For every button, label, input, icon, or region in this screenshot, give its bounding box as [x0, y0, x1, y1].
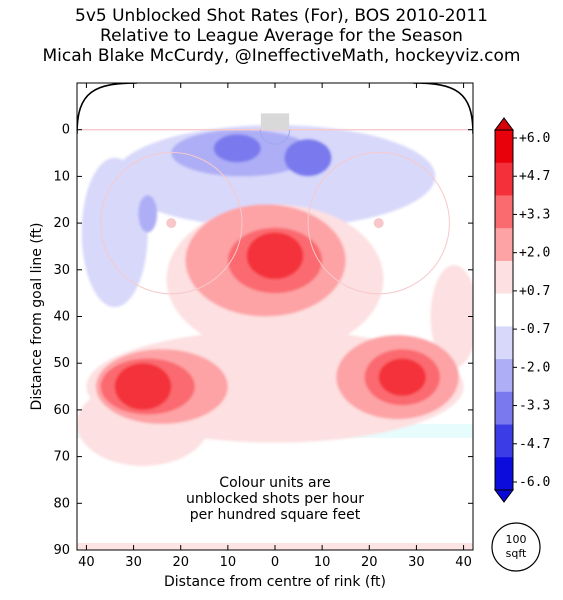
x-tick-label-2: 20	[172, 555, 189, 570]
y-tick-label-9: 90	[53, 543, 70, 558]
colorbar-tick-label-7: -3.3	[519, 399, 550, 414]
density-region-17	[114, 363, 172, 410]
y-tick-label-4: 40	[53, 310, 70, 325]
faceoff-circle-right	[307, 151, 450, 295]
colorbar-tick-label-1: +4.7	[519, 169, 550, 184]
x-axis-label: Distance from centre of rink (ft)	[164, 574, 386, 590]
boards-corner-right	[412, 83, 473, 134]
y-axis-label: Distance from goal line (ft)	[29, 223, 45, 411]
density-region-12	[284, 139, 332, 177]
y-tick-label-5: 50	[53, 356, 70, 371]
y-tick-label-1: 10	[53, 169, 70, 184]
y-tick-label-0: 0	[62, 123, 70, 138]
colorbar-band-5	[495, 293, 513, 327]
x-tick-label-5: 10	[314, 555, 331, 570]
chart-credit: Micah Blake McCurdy, @IneffectiveMath, h…	[42, 46, 521, 66]
plot-area	[77, 83, 473, 550]
x-tick-label-6: 20	[361, 555, 378, 570]
boards-corner-left	[77, 83, 138, 134]
density-region-11	[213, 134, 261, 163]
goal-net	[260, 113, 290, 130]
y-tick-label-7: 70	[53, 450, 70, 465]
rink-markings	[77, 83, 473, 295]
faceoff-dot-left	[166, 218, 177, 229]
chart-title: 5v5 Unblocked Shot Rates (For), BOS 2010…	[75, 6, 488, 26]
colorbar: +6.0 +4.7 +3.3 +2.0 +0.7 -0.7 -2.0 -3.3 -4.7 -6.0	[494, 117, 550, 503]
goal-crease	[259, 129, 291, 145]
colorbar-band-0	[495, 130, 513, 164]
x-tick-label-0: 40	[78, 555, 95, 570]
colorbar-band-9	[495, 424, 513, 458]
colorbar-tick-label-6: -2.0	[519, 360, 550, 375]
colorbar-band-1	[495, 162, 513, 196]
y-tick-label-8: 80	[53, 496, 70, 511]
y-tick-label-6: 60	[53, 403, 70, 418]
scale-marker-circle	[491, 522, 541, 572]
colorbar-tick-label-2: +3.3	[519, 207, 550, 222]
colorbar-tick-label-8: -4.7	[519, 437, 550, 452]
x-tick-label-4: 0	[271, 555, 279, 570]
density-region-18	[378, 358, 426, 396]
colorbar-frame	[494, 129, 514, 491]
colorbar-band-2	[495, 195, 513, 229]
scale-marker-value: 100	[506, 533, 527, 546]
colorbar-top-arrow	[494, 117, 514, 131]
colorbar-band-3	[495, 228, 513, 262]
boards-corner-left-hidden	[77, 83, 117, 130]
y-tick-label-3: 30	[53, 263, 70, 278]
colorbar-band-4	[495, 260, 513, 295]
colorbar-tick-label-4: +0.7	[519, 284, 550, 299]
chart-subtitle: Relative to League Average for the Seaso…	[100, 26, 463, 46]
colorbar-tick-label-5: -0.7	[519, 322, 550, 337]
density-region-5	[430, 265, 473, 368]
density-region-1	[81, 157, 148, 308]
faceoff-circle-left	[100, 151, 243, 295]
x-tick-label-3: 10	[220, 555, 237, 570]
density-region-16	[246, 232, 304, 280]
colorbar-bottom-arrow	[494, 489, 514, 503]
colorbar-band-10	[495, 457, 513, 491]
x-tick-label-8: 40	[455, 555, 472, 570]
colorbar-tick-label-0: +6.0	[519, 131, 550, 146]
annotation-line-2: per hundred square feet	[190, 507, 361, 523]
annotation-line-0: Colour units are	[219, 475, 330, 491]
colorbar-tick-label-3: +2.0	[519, 246, 550, 261]
x-tick-label-1: 30	[125, 555, 142, 570]
density-region-7	[138, 195, 158, 233]
density-regions	[77, 125, 473, 466]
colorbar-band-8	[495, 391, 513, 426]
colorbar-band-6	[495, 326, 513, 360]
x-tick-label-7: 30	[408, 555, 425, 570]
y-tick-label-2: 20	[53, 216, 70, 231]
colorbar-tick-label-9: -6.0	[519, 475, 550, 490]
colorbar-band-7	[495, 359, 513, 393]
annotation-line-1: unblocked shots per hour	[186, 491, 364, 507]
faceoff-dot-right	[373, 218, 384, 229]
scale-marker-unit: sqft	[506, 547, 527, 560]
